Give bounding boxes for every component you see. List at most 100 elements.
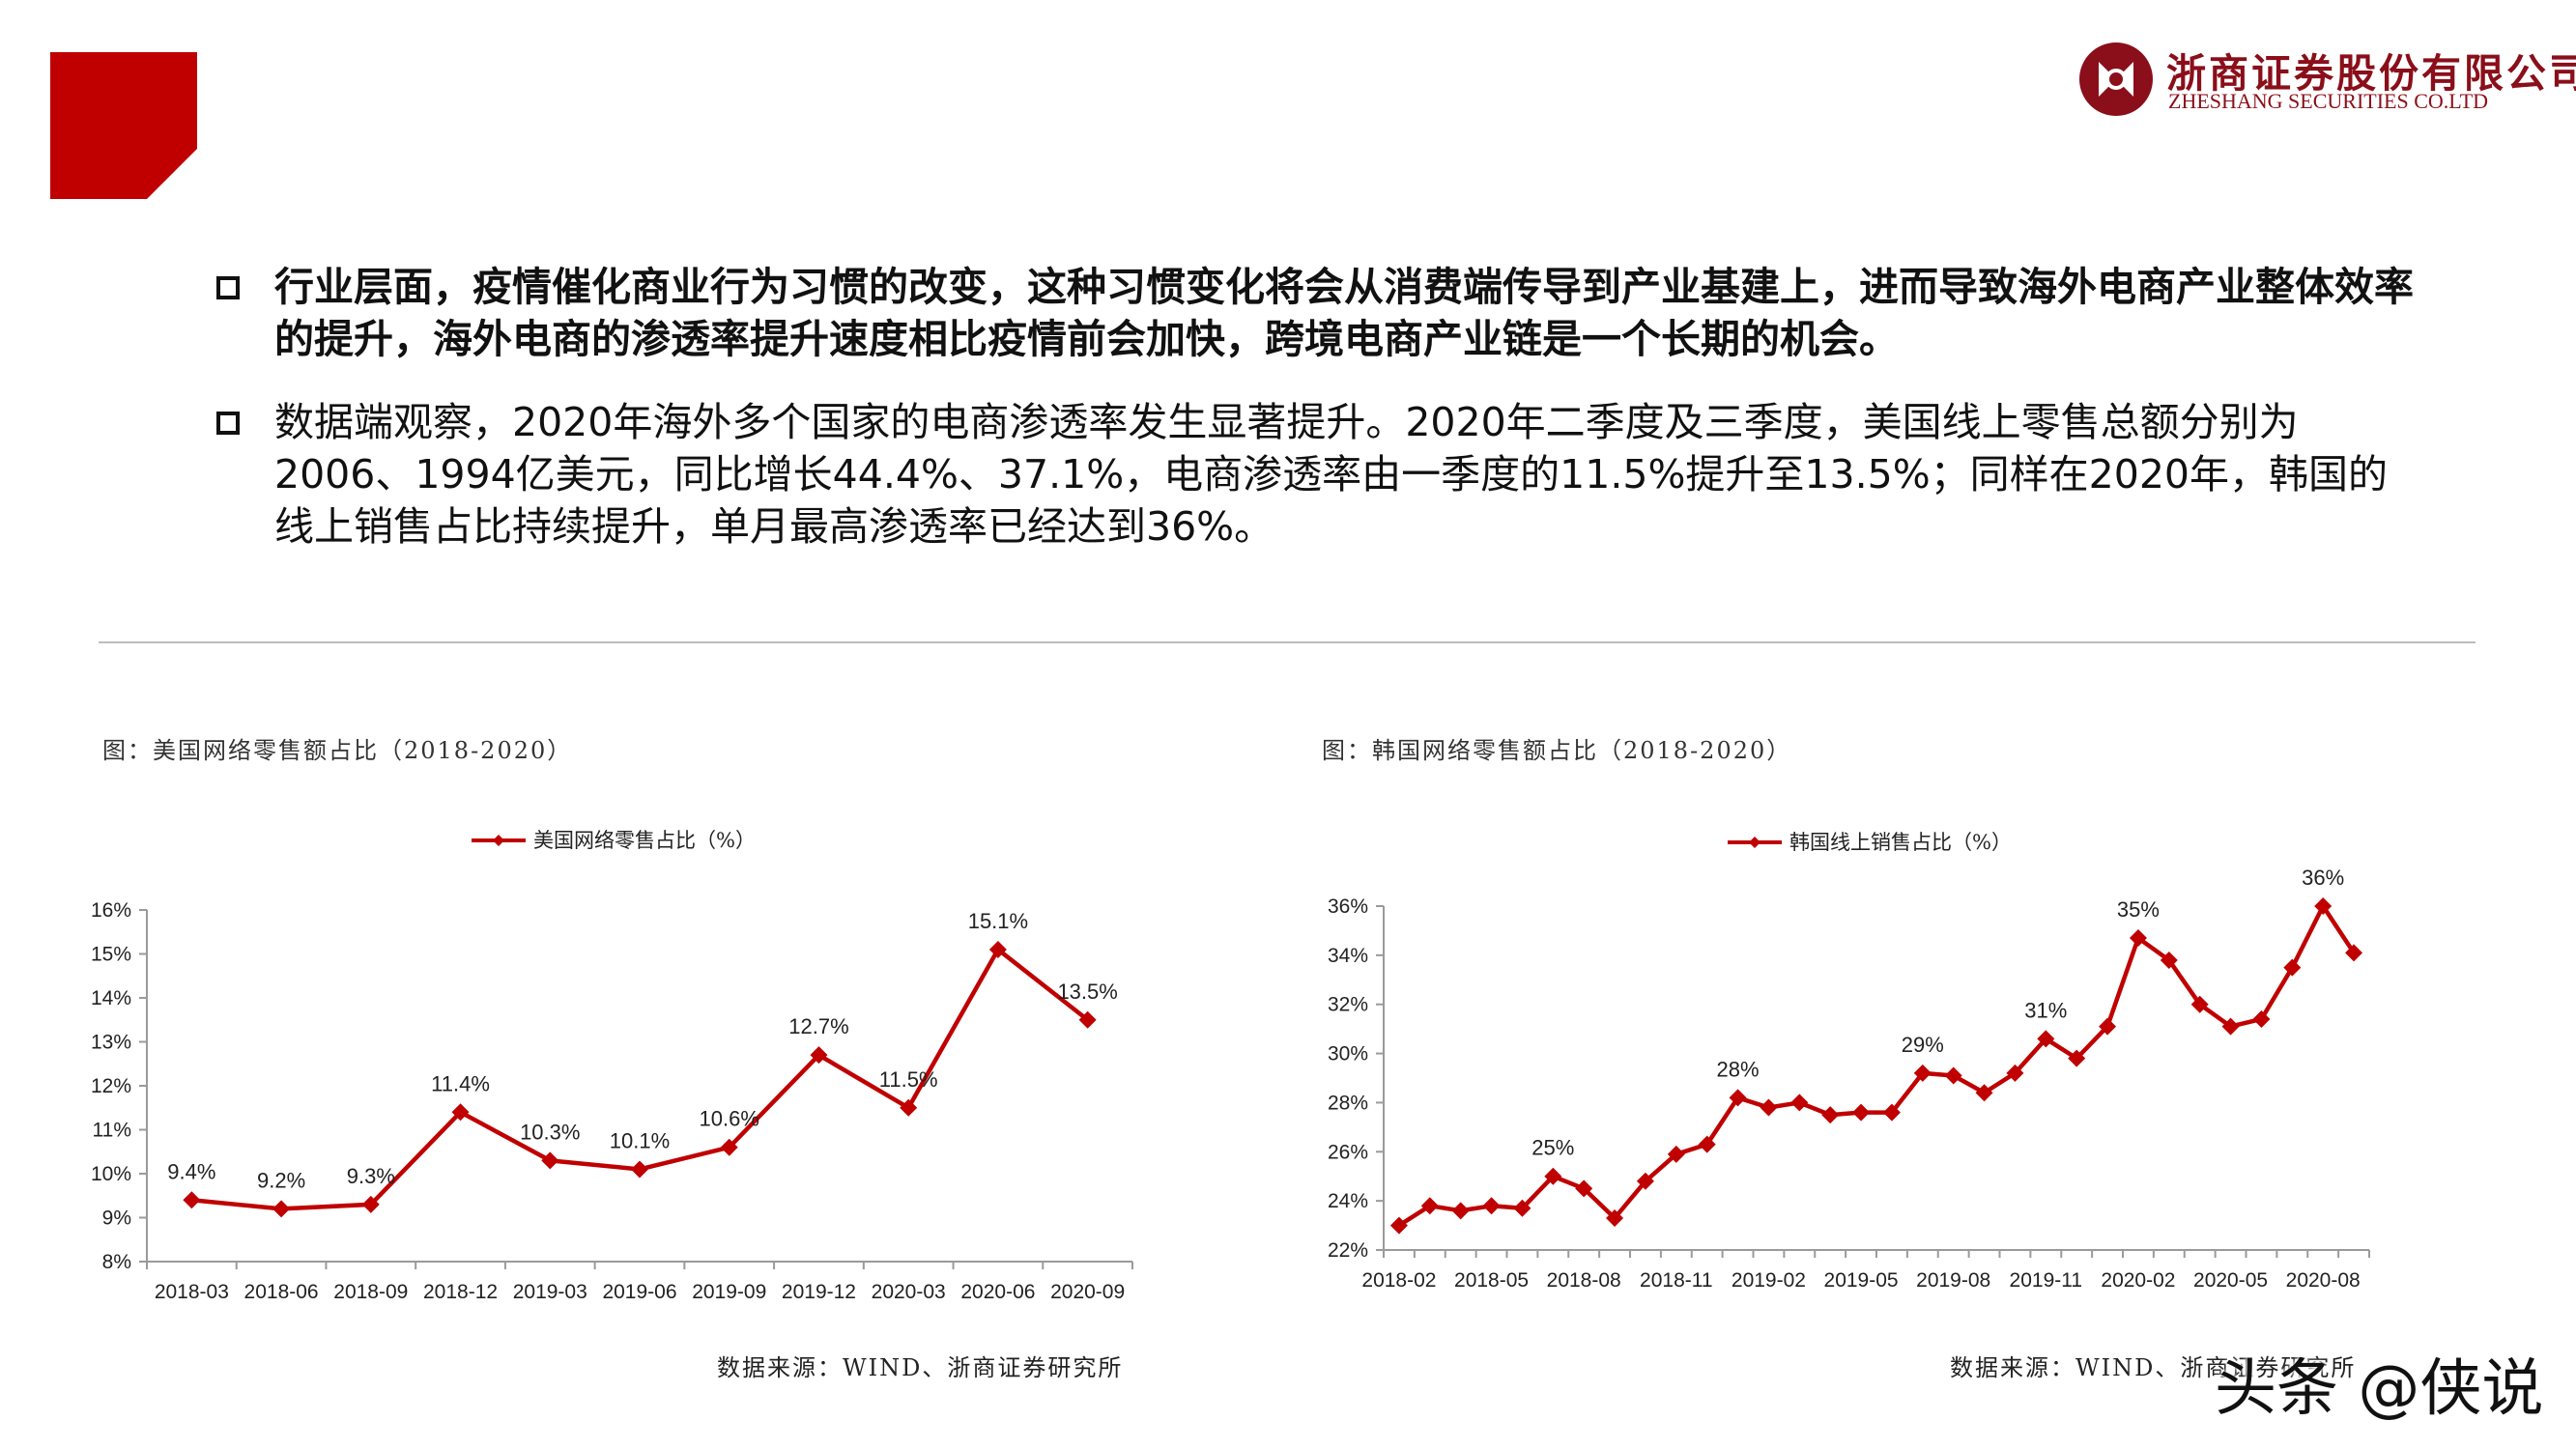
data-point [2068,1049,2086,1067]
x-tick-label: 2019-09 [692,1281,766,1303]
x-tick-label: 2019-06 [602,1281,676,1303]
y-tick-label: 26% [1328,1141,1368,1163]
legend: 美国网络零售占比（%） [472,829,756,852]
zheshang-logo-icon [2079,43,2153,116]
data-point [631,1160,648,1179]
bullet-text: 数据端观察，2020年海外多个国家的电商渗透率发生显著提升。2020年二季度及三… [274,399,2389,550]
company-name-cn: 浙商证券股份有限公司 [2166,50,2576,97]
x-tick-label: 2018-09 [333,1281,408,1303]
x-tick-label: 2020-05 [2193,1269,2268,1292]
series-line [1397,903,2356,1228]
data-point [1606,1208,1624,1227]
data-point [1482,1197,1501,1215]
x-tick-label: 2018-03 [155,1281,229,1303]
x-tick-label: 2019-08 [1916,1269,1990,1292]
data-point [988,940,1007,958]
x-tick-label: 2020-06 [960,1281,1035,1303]
company-name-en: ZHESHANG SECURITIES CO.LTD [2168,89,2489,113]
data-label: 9.4% [167,1159,215,1183]
x-tick-label: 2019-12 [782,1281,856,1303]
data-point [361,1195,380,1213]
x-tick-label: 2019-03 [513,1281,587,1303]
y-tick-label: 14% [91,987,131,1009]
y-tick-label: 13% [91,1032,131,1054]
data-label: 13.5% [1057,980,1117,1004]
x-tick-label: 2018-02 [1361,1269,1436,1292]
data-point [1882,1103,1901,1122]
data-point [183,1191,201,1209]
x-tick-label: 2018-06 [244,1281,319,1303]
korea-online-sales-chart: 韩国线上销售占比（%） 22% 24% 26% 28% 30% 32% 34% 36% 2018-… [1328,831,2370,1292]
data-point [2006,1064,2024,1082]
us-online-retail-chart: 美国网络零售占比（%） 8% 9% 10% 11% 12% 13% 14% 15% 16% 2018… [91,829,1133,1303]
bullet-list: 行业层面，疫情催化商业行为习惯的改变，这种习惯变化将会从消费端传导到产业基建上，… [213,261,2416,553]
data-point [1636,1172,1654,1190]
data-label: 29% [1902,1033,1944,1057]
section-divider [99,641,2476,643]
square-bullet-icon [216,412,240,435]
y-tick-label: 24% [1328,1190,1368,1212]
us-figure-title: 图：美国网络零售额占比（2018-2020） [102,737,573,764]
y-tick-label: 34% [1328,945,1368,967]
x-tick-label: 2018-05 [1454,1269,1529,1292]
y-tick-label: 9% [102,1208,131,1230]
y-tick-label: 11% [93,1120,131,1142]
data-point [2190,995,2209,1013]
y-tick-label: 36% [1328,895,1368,918]
data-point [1544,1167,1562,1185]
y-tick-label: 8% [102,1251,131,1273]
data-point [1913,1064,1932,1082]
data-point [2037,1030,2055,1048]
data-point [1420,1197,1439,1215]
bullet-item: 行业层面，疫情催化商业行为习惯的改变，这种习惯变化将会从消费端传导到产业基建上，… [213,261,2416,365]
data-point [810,1046,828,1065]
data-point [2129,929,2147,948]
y-tick-label: 16% [91,899,131,922]
data-point [1975,1084,1993,1102]
x-tick-label: 2018-12 [423,1281,498,1303]
square-bullet-icon [216,276,240,299]
data-point [2345,944,2363,962]
y-tick-label: 10% [91,1163,131,1185]
data-point [2314,897,2333,915]
x-tick-label: 2019-05 [1824,1269,1899,1292]
data-label: 12.7% [788,1014,848,1038]
data-point [2099,1017,2117,1036]
data-point [1821,1106,1840,1124]
data-point [2221,1017,2240,1036]
legend: 韩国线上销售占比（%） [1728,831,2012,854]
data-point [1729,1089,1747,1107]
legend-swatch-marker [1749,837,1760,848]
data-point [1852,1103,1871,1122]
y-tick-label: 22% [1328,1239,1368,1262]
x-tick-label: 2019-02 [1732,1269,1806,1292]
bullet-text: 行业层面，疫情催化商业行为习惯的改变，这种习惯变化将会从消费端传导到产业基建上，… [274,264,2414,362]
data-point [1698,1135,1716,1153]
company-logo: 浙商证券股份有限公司 ZHESHANG SECURITIES CO.LTD [2077,41,2576,128]
data-label: 35% [2117,897,2160,922]
data-point [1760,1098,1778,1117]
x-tick-label: 2020-02 [2101,1269,2175,1292]
data-point [1575,1179,1593,1198]
data-point [451,1103,470,1122]
bullet-item: 数据端观察，2020年海外多个国家的电商渗透率发生显著提升。2020年二季度及三… [213,396,2416,553]
data-label: 10.1% [610,1128,670,1152]
data-point [541,1151,559,1170]
data-point [2160,951,2178,969]
data-point [1389,1216,1408,1235]
data-point [900,1098,918,1117]
y-tick-label: 28% [1328,1092,1368,1114]
y-tick-label: 15% [91,944,131,966]
data-point [2283,958,2302,977]
legend-label: 韩国线上销售占比（%） [1789,831,2012,854]
us-data-source: 数据来源：WIND、浙商证券研究所 [717,1354,1124,1381]
data-point [1513,1199,1531,1217]
x-tick-label: 2020-03 [872,1281,946,1303]
data-point [720,1138,738,1156]
data-label: 31% [2024,998,2067,1022]
data-label: 36% [2302,866,2344,890]
data-label: 25% [1531,1136,1574,1160]
x-tick-label: 2018-08 [1547,1269,1621,1292]
data-point [1790,1094,1809,1112]
korea-figure-title: 图：韩国网络零售额占比（2018-2020） [1322,737,1792,764]
